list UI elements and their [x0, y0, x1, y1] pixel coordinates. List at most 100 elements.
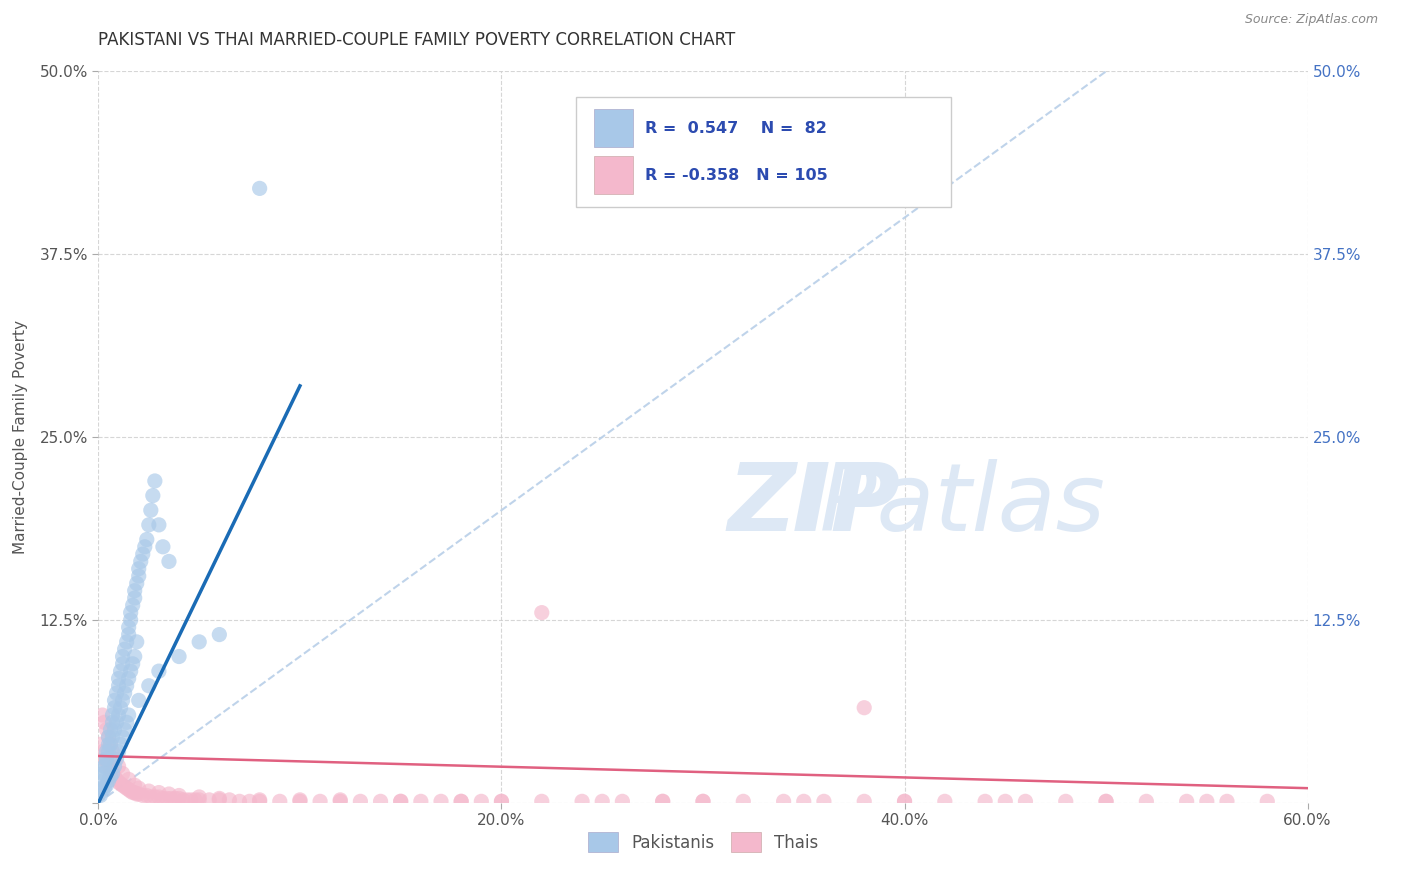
Point [101, 766, 124, 780]
Point [110, 777, 132, 791]
Point [491, 794, 513, 808]
Point [157, 787, 180, 801]
Point [96, 752, 118, 766]
Point [152, 540, 174, 554]
Point [100, 764, 122, 778]
Point [1216, 794, 1239, 808]
Point [96, 745, 118, 759]
Point [118, 627, 141, 641]
Point [309, 794, 332, 808]
Point [110, 737, 132, 751]
Point [115, 781, 138, 796]
Point [91, 766, 114, 780]
Text: ZIPatlas: ZIPatlas [727, 459, 1105, 550]
Point [111, 649, 134, 664]
Point [128, 781, 150, 796]
Point [91, 745, 114, 759]
Point [651, 794, 673, 808]
Point [118, 620, 141, 634]
Point [733, 794, 755, 808]
Point [208, 791, 231, 805]
Point [97, 730, 120, 744]
Point [97, 730, 120, 744]
Point [91, 708, 114, 723]
Point [107, 708, 129, 723]
Point [121, 657, 143, 671]
Point [139, 503, 162, 517]
Point [1175, 794, 1198, 808]
Point [101, 708, 124, 723]
Point [103, 759, 125, 773]
Point [249, 793, 271, 807]
FancyBboxPatch shape [595, 156, 633, 194]
Point [1135, 794, 1157, 808]
Point [934, 794, 956, 808]
Point [167, 649, 190, 664]
Point [269, 794, 291, 808]
Point [188, 793, 211, 807]
Point [180, 793, 202, 807]
Point [124, 591, 146, 605]
Point [152, 791, 174, 805]
Point [110, 664, 132, 678]
Point [89, 789, 111, 803]
Point [208, 627, 231, 641]
Point [389, 794, 412, 808]
Point [692, 794, 714, 808]
Point [571, 794, 593, 808]
Point [96, 752, 118, 766]
Point [124, 649, 146, 664]
Point [111, 778, 134, 792]
Point [793, 794, 815, 808]
Point [103, 700, 125, 714]
Point [249, 794, 271, 808]
Point [143, 474, 166, 488]
Point [138, 517, 160, 532]
Point [107, 759, 129, 773]
Point [651, 794, 673, 808]
Point [160, 791, 183, 805]
Point [148, 789, 170, 804]
Point [239, 794, 262, 808]
Point [114, 642, 136, 657]
Point [530, 794, 553, 808]
Point [118, 708, 141, 723]
Point [163, 791, 186, 805]
Point [249, 181, 271, 195]
Point [288, 794, 311, 808]
Point [110, 700, 132, 714]
Point [228, 794, 250, 808]
Point [100, 723, 122, 737]
Point [91, 784, 114, 798]
Point [167, 789, 190, 803]
Point [124, 786, 146, 800]
Point [370, 794, 392, 808]
Point [93, 715, 115, 730]
Point [148, 664, 170, 678]
Point [893, 794, 915, 808]
Point [1054, 794, 1077, 808]
Point [111, 730, 134, 744]
Point [100, 737, 122, 751]
Point [450, 794, 472, 808]
Point [1195, 794, 1218, 808]
Point [93, 759, 115, 773]
Point [1014, 794, 1036, 808]
Point [974, 794, 997, 808]
Point [103, 752, 125, 766]
Point [118, 772, 141, 787]
Text: PAKISTANI VS THAI MARRIED-COUPLE FAMILY POVERTY CORRELATION CHART: PAKISTANI VS THAI MARRIED-COUPLE FAMILY … [98, 31, 735, 49]
Point [91, 773, 114, 788]
Point [115, 635, 138, 649]
Point [103, 769, 125, 783]
Point [188, 635, 211, 649]
Point [772, 794, 794, 808]
Point [96, 723, 118, 737]
Point [853, 794, 876, 808]
Point [329, 794, 352, 808]
Point [120, 664, 142, 678]
Point [111, 693, 134, 707]
Point [93, 759, 115, 773]
Point [135, 789, 157, 803]
Point [128, 693, 150, 707]
